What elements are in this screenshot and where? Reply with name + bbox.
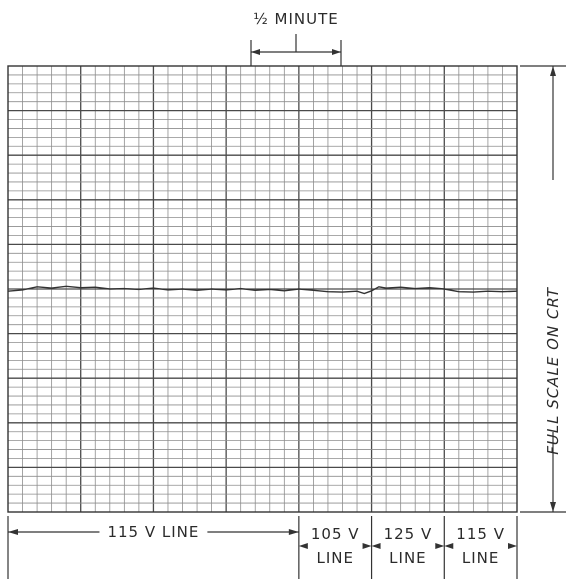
- segment-label: 115 V: [456, 525, 505, 543]
- y-dim-arrow-bottom: [550, 502, 556, 512]
- segment-arrowhead: [362, 543, 372, 549]
- segment-label: 115 V LINE: [107, 523, 199, 541]
- y-axis-dimension: FULL SCALE ON CRT: [520, 65, 566, 513]
- segment-arrowhead: [8, 529, 18, 535]
- segment-arrowhead: [298, 543, 308, 549]
- scale-marker-arrow-right: [332, 49, 341, 55]
- segment-label: LINE: [389, 549, 426, 567]
- segment-arrowhead: [371, 543, 381, 549]
- plot-frame: [7, 65, 518, 513]
- segment-label: LINE: [462, 549, 499, 567]
- segment-annotations: 115 V LINE 105 V LINE 125 V LINE 115 V LINE: [7, 516, 518, 579]
- chart-grid: [8, 66, 517, 512]
- segment-label: LINE: [316, 549, 353, 567]
- segment-arrowhead: [508, 543, 517, 549]
- half-minute-marker: ½ MINUTE: [250, 10, 342, 66]
- segment-label: 125 V: [384, 525, 433, 543]
- y-axis-label: FULL SCALE ON CRT: [544, 285, 562, 456]
- scale-marker-label: ½ MINUTE: [253, 10, 339, 28]
- segment-arrowhead: [444, 543, 454, 549]
- segment-label: 105 V: [311, 525, 360, 543]
- segment-arrowhead: [288, 529, 299, 535]
- y-dim-arrow-top: [550, 66, 556, 76]
- scale-marker-arrow-left: [251, 49, 260, 55]
- segment-arrowhead: [435, 543, 445, 549]
- signal-trace: [7, 285, 518, 295]
